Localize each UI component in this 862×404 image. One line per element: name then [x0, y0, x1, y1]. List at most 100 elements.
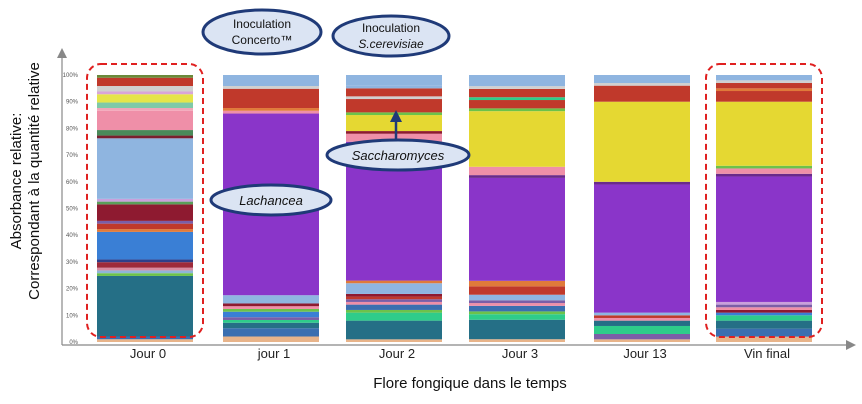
bar-segment: [346, 299, 442, 302]
bar-stack-jour-0: [97, 75, 193, 342]
bar-segment: [97, 91, 193, 95]
bar-segment: [716, 312, 812, 316]
bar-segment: [469, 100, 565, 109]
bar-segment: [346, 293, 442, 297]
bar-segment: [469, 111, 565, 167]
bar-segment: [346, 283, 442, 294]
bar-segment: [97, 77, 193, 87]
y-tick-label: 60%: [66, 180, 79, 186]
bar-segment: [97, 94, 193, 103]
bar-segment: [97, 231, 193, 260]
annotation-saccharomyces-text: Saccharomyces: [352, 148, 445, 163]
bar-segment: [97, 339, 193, 342]
bar-segment: [346, 133, 442, 142]
bar-segment: [594, 181, 690, 185]
x-tick-label: jour 1: [257, 346, 291, 361]
annotation-inoculation-scerevisiae: Inoculation S.cerevisiae: [331, 14, 451, 58]
bar-segment: [716, 101, 812, 166]
bar-segment: [716, 91, 812, 102]
bar-segment: [97, 229, 193, 232]
y-tick-label: 80%: [66, 126, 79, 132]
bar-segment: [346, 296, 442, 300]
bar-segment: [223, 88, 319, 109]
bar-segment: [469, 303, 565, 306]
bar-segment: [469, 108, 565, 112]
bar-segment: [594, 83, 690, 86]
bar-segment: [97, 275, 193, 337]
bar-segment: [97, 135, 193, 139]
bar-segment: [346, 339, 442, 342]
bar-segment: [223, 317, 319, 320]
bar-segment: [97, 102, 193, 109]
bar-segment: [469, 75, 565, 87]
bar-segment: [97, 75, 193, 78]
bar-segment: [716, 88, 812, 92]
bar-segment: [97, 86, 193, 92]
bar-segment: [346, 280, 442, 284]
bar-segment: [223, 319, 319, 323]
bar-segment: [594, 85, 690, 102]
bar-segment: [223, 110, 319, 114]
annotation-inoculation-scerevisiae-line1: Inoculation: [362, 21, 420, 35]
annotations-layer: Inoculation Concerto™ Inoculation S.cere…: [201, 8, 471, 217]
bar-segment: [716, 320, 812, 329]
bar-segment: [716, 304, 812, 308]
bar-segment: [469, 314, 565, 320]
bar-segment: [469, 305, 565, 312]
bar-segment: [97, 259, 193, 263]
bar-segment: [97, 198, 193, 202]
y-tick-label: 20%: [66, 287, 79, 293]
bar-segment: [469, 319, 565, 340]
bar-segment: [346, 304, 442, 310]
bar-segment: [97, 204, 193, 221]
x-tick-label: Jour 2: [379, 346, 415, 361]
y-tick-label: 30%: [66, 260, 79, 266]
annotation-inoculation-concerto: Inoculation Concerto™: [201, 8, 323, 56]
bar-segment: [716, 315, 812, 321]
bar-segment: [594, 101, 690, 182]
bar-segment: [716, 173, 812, 177]
y-axis-title-line1: Absorbance relative:: [8, 113, 25, 250]
bar-segment: [594, 339, 690, 342]
bar-segment: [716, 176, 812, 302]
bar-segment: [469, 280, 565, 287]
x-tick-label: Jour 3: [502, 346, 538, 361]
x-tick-labels: Jour 0 jour 1 Jour 2 Jour 3 Jour 13 Vin final: [130, 346, 790, 361]
bar-stack-jour-2: [346, 75, 442, 342]
axes-layer: [57, 48, 856, 350]
bar-segment: [223, 336, 319, 342]
bars-layer: [97, 75, 812, 342]
bar-segment: [223, 306, 319, 309]
bar-segment: [594, 325, 690, 334]
bar-segment: [346, 301, 442, 305]
annotation-inoculation-concerto-line2: Concerto™: [232, 33, 293, 47]
bar-segment: [716, 83, 812, 89]
bar-segment: [346, 96, 442, 100]
bar-stack-jour-3: [469, 75, 565, 342]
annotation-lachancea: Lachancea: [209, 183, 333, 217]
bar-segment: [97, 267, 193, 271]
bar-segment: [223, 295, 319, 304]
y-axis-title: Absorbance relative: Correspondant à la …: [8, 62, 43, 300]
bar-segment: [469, 286, 565, 295]
bar-segment: [469, 97, 565, 101]
bar-segment: [716, 307, 812, 310]
bar-stack-vin-final: [716, 75, 812, 342]
highlight-box-jour-0: [86, 63, 204, 338]
x-tick-label: Vin final: [744, 346, 790, 361]
annotation-inoculation-scerevisiae-line2: S.cerevisiae: [358, 37, 424, 51]
y-tick-label: 0%: [69, 340, 78, 346]
bar-segment: [346, 115, 442, 132]
bar-segment: [346, 309, 442, 313]
bar-segment: [716, 168, 812, 174]
bar-segment: [716, 165, 812, 169]
bar-segment: [346, 312, 442, 321]
y-tick-label: 50%: [66, 207, 79, 213]
bar-segment: [594, 315, 690, 318]
bar-segment: [469, 177, 565, 281]
saccharomyces-arrowhead: [390, 110, 402, 122]
bar-segment: [223, 75, 319, 87]
bar-segment: [594, 312, 690, 316]
bar-segment: [346, 131, 442, 134]
y-axis-title-line2: Correspondant à la quantité relative: [26, 62, 43, 300]
